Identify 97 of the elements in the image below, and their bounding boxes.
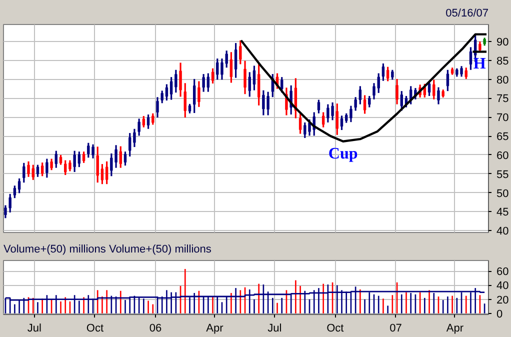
- candlestick: [358, 85, 362, 106]
- candlestick: [252, 64, 256, 92]
- candlestick: [100, 163, 104, 185]
- candlestick: [174, 69, 178, 94]
- candlestick: [152, 112, 154, 126]
- y-tick-label: 40: [496, 280, 509, 292]
- y-tick-label: 80: [496, 74, 509, 86]
- y-tick-label: 50: [496, 188, 509, 200]
- candlestick: [179, 62, 182, 98]
- candlestick: [46, 158, 48, 178]
- y-tick-label: 55: [496, 168, 509, 181]
- candlestick: [400, 90, 403, 112]
- candlestick: [59, 154, 62, 166]
- candlestick: [188, 103, 192, 114]
- candlestick: [469, 46, 472, 71]
- candlestick: [4, 204, 7, 219]
- y-tick-label: 60: [496, 266, 509, 278]
- candlestick: [64, 159, 67, 176]
- candlestick: [78, 150, 81, 168]
- candlestick: [363, 94, 366, 115]
- candlestick: [18, 178, 21, 194]
- candlestick: [244, 60, 246, 95]
- candlestick: [202, 73, 205, 93]
- candlestick: [257, 63, 260, 106]
- candlestick: [142, 115, 146, 128]
- candlestick: [437, 86, 440, 106]
- y-tick-label: 45: [496, 206, 509, 219]
- candlestick: [22, 162, 26, 184]
- candlestick: [156, 96, 159, 118]
- candlestick: [73, 150, 76, 173]
- candlestick: [211, 68, 214, 84]
- y-tick-label: 90: [496, 36, 509, 49]
- candlestick: [336, 102, 338, 136]
- x-tick-label: 07: [390, 322, 402, 334]
- candlestick: [50, 158, 53, 171]
- candlestick: [464, 66, 468, 80]
- y-tick-label: 65: [496, 131, 509, 144]
- candlestick: [345, 112, 348, 124]
- x-tick-label: Jul: [268, 322, 282, 334]
- annotation: H: [473, 56, 486, 73]
- candlestick: [184, 82, 186, 118]
- annotation: Cup: [328, 145, 358, 162]
- candlestick: [82, 150, 86, 164]
- x-tick-label: 06: [149, 322, 162, 334]
- y-tick-label: 60: [496, 150, 509, 162]
- x-tick-label: Oct: [326, 322, 344, 334]
- candlestick: [428, 80, 431, 97]
- candlestick: [432, 78, 436, 100]
- candlestick: [36, 164, 40, 178]
- candlestick: [198, 80, 200, 108]
- y-tick-label: 40: [496, 226, 509, 238]
- y-tick-label: 85: [496, 55, 509, 68]
- candlestick: [96, 146, 99, 184]
- candlestick: [382, 62, 385, 82]
- candlestick: [239, 40, 242, 66]
- y-tick-label: 20: [496, 294, 509, 306]
- line-series: [240, 33, 488, 142]
- candlestick: [170, 76, 173, 101]
- candlestick: [386, 66, 390, 82]
- candlestick: [234, 42, 238, 79]
- candlestick: [160, 90, 164, 104]
- candlestick: [138, 118, 140, 136]
- x-tick-label: Oct: [86, 322, 104, 334]
- candlestick: [206, 72, 210, 93]
- candlestick: [230, 51, 233, 84]
- candlestick: [54, 150, 58, 169]
- candlestick: [368, 95, 371, 108]
- candlestick: [391, 69, 394, 81]
- x-tick-label: Apr: [206, 322, 224, 334]
- candlestick: [354, 96, 357, 112]
- candlestick: [396, 78, 398, 106]
- candlestick: [119, 145, 122, 169]
- candlestick: [248, 71, 251, 98]
- candlestick: [8, 193, 12, 214]
- y-tick-label: 0: [496, 308, 503, 320]
- candlestick: [298, 112, 302, 135]
- candlestick: [124, 150, 127, 166]
- candlestick: [128, 132, 132, 158]
- candlestick: [192, 78, 196, 114]
- y-tick-label: 70: [496, 112, 509, 124]
- candlestick: [350, 105, 352, 123]
- x-tick-label: Apr: [446, 322, 464, 334]
- candlestick: [317, 98, 320, 114]
- candlestick: [40, 162, 44, 177]
- candlestick: [446, 69, 450, 92]
- candlestick: [322, 111, 325, 128]
- y-tick-label: 75: [496, 93, 509, 106]
- candlestick: [165, 83, 168, 102]
- candlestick: [133, 128, 136, 148]
- x-tick-label: Jul: [27, 322, 42, 334]
- chart-subtitle: 05/16/07: [446, 8, 489, 20]
- candlestick: [105, 160, 108, 185]
- candlestick: [146, 114, 150, 130]
- candlestick: [68, 159, 72, 172]
- candlestick: [340, 114, 344, 131]
- candlestick: [13, 184, 16, 199]
- chart-title: Volume+(50) millions Volume+(50) millions: [4, 244, 212, 256]
